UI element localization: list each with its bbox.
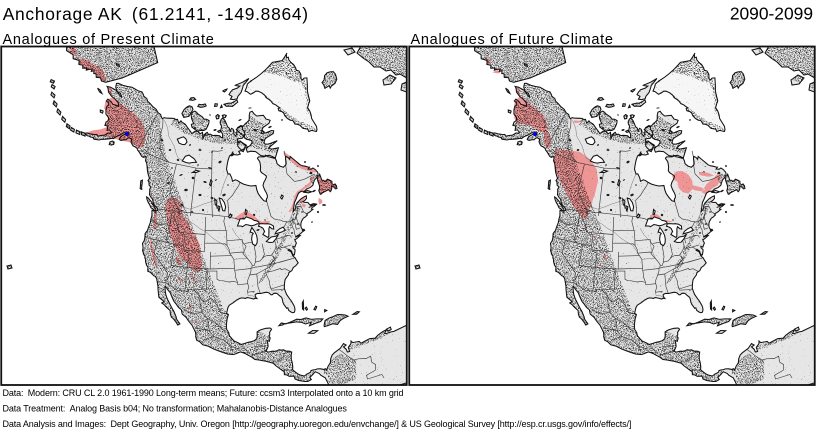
svg-text:2090-2099: 2090-2099 bbox=[730, 4, 813, 24]
svg-text:Analogues of Present Climate: Analogues of Present Climate bbox=[3, 32, 215, 48]
svg-text:Analogues of Future Climate: Analogues of Future Climate bbox=[411, 32, 614, 48]
svg-text:Data Treatment: Analog Basis b: Data Treatment: Analog Basis b04; No tra… bbox=[3, 404, 348, 414]
svg-text:Anchorage AK (61.2141, -149.88: Anchorage AK (61.2141, -149.8864) bbox=[3, 4, 309, 24]
svg-text:Data: Modern: CRU CL 2.0 1961-: Data: Modern: CRU CL 2.0 1961-1990 Long-… bbox=[3, 388, 404, 398]
svg-text:Data Analysis and Images: Dept: Data Analysis and Images: Dept Geography… bbox=[3, 419, 632, 429]
